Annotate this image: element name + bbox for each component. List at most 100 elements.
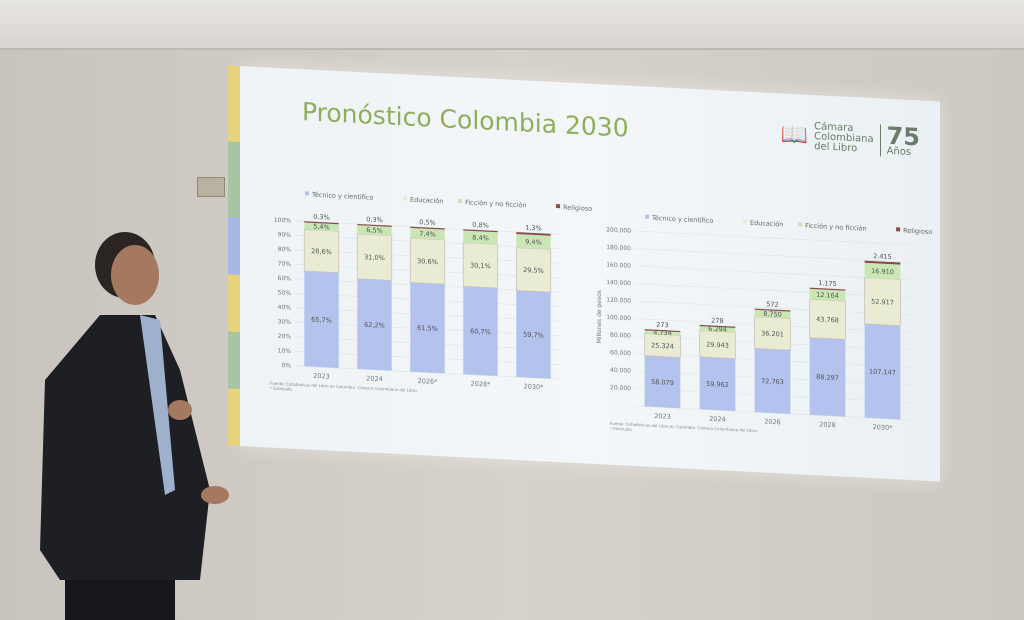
y-tick-label: 100.000 xyxy=(606,314,631,322)
gridline xyxy=(635,283,910,298)
legend-label: Educación xyxy=(750,219,783,229)
data-label: 72.763 xyxy=(761,377,784,386)
legend-label: Religioso xyxy=(563,203,592,212)
data-label: 7,4% xyxy=(419,230,436,239)
legend-swatch xyxy=(305,191,309,196)
gridline xyxy=(635,230,910,246)
data-label: 273 xyxy=(656,321,668,330)
legend-label: Técnico y científico xyxy=(651,214,713,225)
bar-segment xyxy=(516,234,551,250)
legend-label: Ficción y no ficción xyxy=(465,198,526,209)
y-tick-label: 100% xyxy=(274,217,291,225)
data-label: 59.962 xyxy=(706,380,729,389)
data-label: 5,4% xyxy=(313,223,330,232)
bar-segment xyxy=(463,286,498,377)
data-label: 8,4% xyxy=(472,234,489,243)
y-tick-label: 20% xyxy=(278,333,292,341)
x-tick-label: 2030* xyxy=(524,382,545,391)
bar-segment xyxy=(699,356,736,412)
data-label: 8.750 xyxy=(763,310,782,319)
data-label: 29,5% xyxy=(523,266,544,275)
data-label: 9,4% xyxy=(525,238,542,247)
legend-swatch xyxy=(798,222,803,227)
legend-swatch xyxy=(458,199,463,204)
gridline xyxy=(635,300,910,316)
x-tick-label: 2030* xyxy=(873,423,894,432)
data-label: 60,7% xyxy=(470,327,491,336)
source-note: Fuente: Estadísticas del Libro en Colomb… xyxy=(270,381,418,393)
bar-segment xyxy=(699,330,736,360)
data-label: 36.201 xyxy=(761,329,784,338)
bar-segment xyxy=(754,348,791,414)
bar-segment xyxy=(410,227,445,240)
legend-label: Religioso xyxy=(903,227,932,236)
estimate-note: * Estimado xyxy=(610,426,632,432)
data-label: 12.164 xyxy=(816,291,839,300)
y-tick-label: 20.000 xyxy=(610,384,631,392)
y-tick-label: 180.000 xyxy=(606,244,631,252)
x-tick-label: 2024 xyxy=(709,415,726,424)
y-tick-label: 60% xyxy=(278,275,292,283)
legend-label: Técnico y científico xyxy=(311,191,373,202)
source-note: Fuente: Estadísticas del Libro en Colomb… xyxy=(610,421,758,433)
data-label: 31,0% xyxy=(364,253,385,262)
data-label: 0,5% xyxy=(419,218,436,227)
data-label: 2.415 xyxy=(873,252,892,261)
data-label: 58.079 xyxy=(651,378,674,387)
bar-segment xyxy=(357,278,392,371)
gridline xyxy=(635,265,910,281)
legend-swatch xyxy=(403,196,407,201)
data-label: 52.917 xyxy=(871,298,894,307)
bar-segment xyxy=(809,287,846,291)
bar-segment xyxy=(304,221,339,225)
bar-segment xyxy=(754,308,791,312)
x-tick-label: 2026 xyxy=(764,418,781,427)
x-tick-label: 2028* xyxy=(471,380,492,389)
y-tick-label: 140.000 xyxy=(606,279,631,287)
bar-segment xyxy=(516,232,551,236)
data-label: 16.910 xyxy=(871,267,894,276)
charts: Técnico y científico Educación Ficción y n… xyxy=(270,191,932,434)
data-label: 88.297 xyxy=(816,373,839,382)
bar-segment xyxy=(809,298,846,340)
bar-segment xyxy=(809,337,846,417)
y-tick-label: 30% xyxy=(278,318,292,326)
y-tick-label: 60.000 xyxy=(610,349,631,357)
bar-segment xyxy=(699,324,736,328)
bar-segment xyxy=(357,223,392,227)
data-label: 25.324 xyxy=(651,341,674,350)
data-label: 30,6% xyxy=(417,257,438,266)
bar-segment xyxy=(516,290,551,379)
data-label: 61,5% xyxy=(417,324,438,333)
data-label: 0,8% xyxy=(472,221,489,230)
bar-segment xyxy=(644,355,681,409)
legend-label: Ficción y no ficción xyxy=(805,222,866,233)
presenter xyxy=(40,232,229,620)
bar-segment xyxy=(864,323,901,420)
y-tick-label: 40% xyxy=(278,304,292,312)
data-label: 0,3% xyxy=(366,215,383,224)
legend-swatch xyxy=(743,219,747,224)
data-label: 59,7% xyxy=(523,331,544,340)
data-label: 62,2% xyxy=(364,321,385,330)
x-tick-label: 2023 xyxy=(654,412,671,421)
data-label: 30,1% xyxy=(470,261,491,270)
data-label: 6.294 xyxy=(708,325,727,334)
data-label: 65,7% xyxy=(311,315,332,324)
data-label: 1,3% xyxy=(525,224,542,233)
y-tick-label: 80.000 xyxy=(610,332,631,340)
bar-segment xyxy=(463,230,498,245)
y-tick-label: 70% xyxy=(278,260,292,268)
data-label: 0,3% xyxy=(313,213,330,222)
data-label: 107.147 xyxy=(869,367,896,376)
data-label: 28,6% xyxy=(311,247,332,256)
y-axis-label: Millones de pesos xyxy=(596,290,603,344)
legend-swatch xyxy=(645,214,649,219)
bar-segment xyxy=(463,229,498,233)
data-label: 1.175 xyxy=(818,279,837,288)
x-tick-label: 2028 xyxy=(819,420,836,429)
bar-segment xyxy=(809,288,846,302)
bar-segment xyxy=(304,221,339,232)
bar-segment xyxy=(304,270,339,369)
ceiling xyxy=(0,0,1024,50)
